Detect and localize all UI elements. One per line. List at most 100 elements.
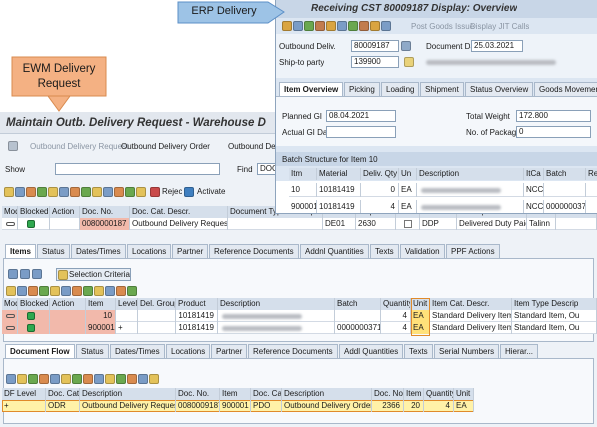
blurred-text <box>222 314 302 319</box>
table-cell: Outbound Delivery Request <box>132 218 228 230</box>
table-cell: 900001 <box>86 322 116 334</box>
table-cell <box>138 310 176 322</box>
table-cell: 4 <box>381 310 411 322</box>
table-cell: + <box>2 400 46 412</box>
column-header: DF Level <box>2 388 46 400</box>
tab: Texts <box>404 344 433 358</box>
column-header: Description <box>282 388 372 400</box>
icon <box>48 187 58 197</box>
tab: Status <box>37 244 70 258</box>
table-cell <box>586 183 597 197</box>
tab: Hierar... <box>500 344 539 358</box>
icon <box>94 374 104 384</box>
icon <box>37 187 47 197</box>
field-value: 25.03.2021 <box>471 40 523 52</box>
icon <box>150 187 160 197</box>
mode-icon <box>6 314 15 318</box>
mode-icon <box>6 326 15 330</box>
field-label: No. of Packages <box>466 128 525 137</box>
field-value <box>326 126 396 138</box>
icon <box>59 187 69 197</box>
callout-layer <box>11 1 285 112</box>
blurred-text <box>426 60 556 65</box>
icon <box>116 286 126 296</box>
tab: Reference Documents <box>209 244 299 258</box>
field-label: Find <box>237 165 253 174</box>
tab: Partner <box>172 244 209 258</box>
table-cell: Standard Item, Ou <box>512 322 597 334</box>
column-header: Material <box>317 168 361 180</box>
icon <box>116 374 126 384</box>
icon <box>83 374 93 384</box>
table-cell: EA <box>399 183 417 197</box>
table-cell: Delivered Duty Paid <box>459 218 527 230</box>
tab: Validation <box>400 244 445 258</box>
column-header: Quantity <box>381 298 411 310</box>
icon <box>337 21 347 31</box>
table-cell <box>50 322 86 334</box>
icon <box>149 374 159 384</box>
column-header: Item Cat. Descr. <box>430 298 512 310</box>
table-cell: 0000000371 <box>337 322 381 334</box>
icon <box>127 286 137 296</box>
tab: Partner <box>211 344 248 358</box>
toolbar-button: Display JIT Calls <box>470 22 530 31</box>
table-cell: Outbound Delivery Request <box>82 400 176 412</box>
column-header: Mode <box>2 206 18 218</box>
table-cell: 10181419 <box>176 310 218 322</box>
title-bar <box>276 0 597 18</box>
checkbox <box>404 220 412 228</box>
icon <box>184 187 194 197</box>
table-cell: EA <box>454 400 474 412</box>
column-header: Blocked <box>18 206 50 218</box>
tab: Shipment <box>420 82 464 96</box>
table-cell <box>396 218 420 230</box>
erp-callout-text: ERP Delivery <box>191 5 257 17</box>
tab: Loading <box>381 82 420 96</box>
toolbar-button: Outbound Delivery Order <box>121 142 210 151</box>
table-cell <box>556 218 597 230</box>
column-header: Batch <box>335 298 381 310</box>
ewm-callout-box <box>11 56 107 97</box>
table-cell: 10181419 <box>317 183 361 197</box>
table-cell: DDP <box>420 218 457 230</box>
column-header: Description <box>218 298 335 310</box>
column-header: Doc. No. <box>372 388 404 400</box>
table-cell <box>218 322 335 334</box>
mode-icon <box>6 222 15 226</box>
icon <box>83 286 93 296</box>
toolbar-button: Outbound Delivery Request <box>30 142 129 151</box>
icon <box>61 374 71 384</box>
header-panel <box>276 34 597 78</box>
icon <box>304 21 314 31</box>
erp-callout-arrow <box>177 1 285 24</box>
field-label: Outbound Deliv. <box>279 42 336 51</box>
table-cell: 4 <box>381 322 411 334</box>
table-cell <box>544 183 586 197</box>
icon <box>359 21 369 31</box>
table-cell: 2630 <box>356 218 396 230</box>
column-header: Batch <box>544 168 586 180</box>
tab: Serial Numbers <box>434 344 500 358</box>
icon <box>8 269 18 279</box>
icon <box>15 187 25 197</box>
icon <box>348 21 358 31</box>
column-header: Doc. Cat. <box>46 388 80 400</box>
blocked-icon <box>27 324 35 332</box>
window-title: Maintain Outb. Delivery Request - Wareho… <box>6 117 266 129</box>
erp-window: Receiving CST 80009187 Display: Overview… <box>275 0 597 214</box>
column-header: Doc. No. <box>80 206 130 218</box>
table-cell <box>50 218 80 230</box>
table-cell: 4 <box>361 200 399 213</box>
blurred-text <box>222 326 302 331</box>
table-cell <box>218 310 335 322</box>
tab: Document Flow <box>5 344 75 358</box>
icon <box>72 286 82 296</box>
icon <box>94 286 104 296</box>
column-header: Description <box>417 168 524 180</box>
icon <box>136 187 146 197</box>
field-value: 0 <box>516 126 591 138</box>
tab: Dates/Times <box>71 244 126 258</box>
icon <box>103 187 113 197</box>
column-header: Del. Group <box>138 298 176 310</box>
